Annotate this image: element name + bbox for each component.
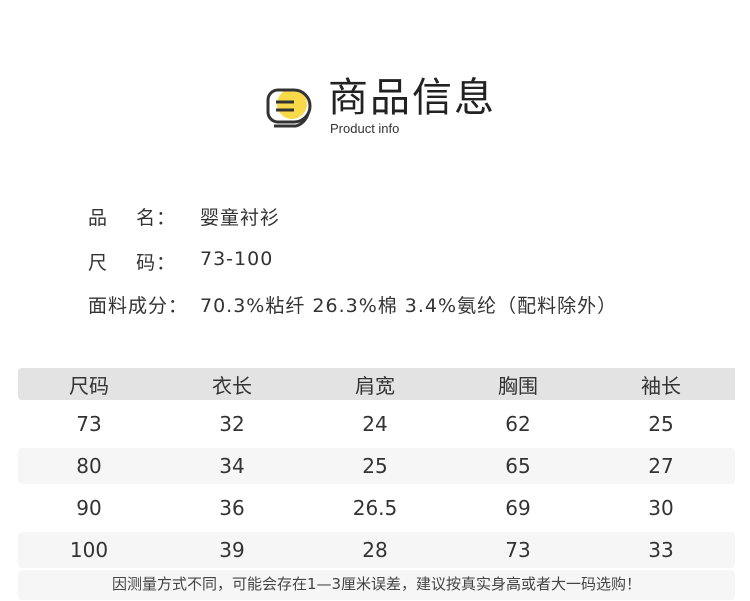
table-cell: 39: [219, 538, 245, 562]
column-header: 肩宽: [355, 373, 395, 398]
column-header: 尺码: [69, 373, 109, 398]
table-cell: 24: [362, 412, 388, 436]
info-value: 70.3%粘纤 26.3%棉 3.4%氨纶（配料除外）: [200, 295, 618, 317]
column-header: 袖长: [641, 373, 681, 398]
table-cell: 33: [648, 538, 674, 562]
table-cell: 34: [219, 454, 245, 478]
info-value: 婴童衬衫: [200, 207, 281, 229]
column-header: 衣长: [212, 373, 252, 398]
table-cell: 25: [648, 412, 674, 436]
table-cell: 65: [505, 454, 531, 478]
table-cell: 30: [648, 496, 674, 520]
table-row: 80 34 25 65 27: [18, 448, 735, 484]
table-cell: 26.5: [352, 496, 398, 520]
table-cell: 73: [76, 412, 102, 436]
table-header: 尺码 衣长 肩宽 胸围 袖长: [18, 368, 735, 400]
table-cell: 80: [76, 454, 102, 478]
info-label: 面料成分：: [88, 295, 189, 317]
table-cell: 100: [69, 538, 109, 562]
info-value: 73-100: [200, 248, 274, 270]
table-row: 100 39 28 73 33: [18, 532, 735, 568]
table-cell: 62: [505, 412, 531, 436]
table-cell: 27: [648, 454, 674, 478]
table-cell: 36: [219, 496, 245, 520]
table-cell: 28: [362, 538, 388, 562]
page-subtitle: Product info: [330, 121, 400, 136]
table-row: 73 32 24 62 25: [18, 400, 735, 448]
table-cell: 32: [219, 412, 245, 436]
info-label: 尺 码：: [88, 252, 177, 274]
measurement-note: 因测量方式不同，可能会存在1—3厘米误差，建议按真实身高或者大一码选购！: [18, 570, 735, 600]
table-cell: 90: [76, 496, 102, 520]
product-info-icon: [266, 88, 312, 128]
page-title: 商品信息: [328, 75, 496, 121]
info-label: 品 名：: [88, 207, 177, 229]
column-header: 胸围: [498, 373, 538, 398]
table-cell: 69: [505, 496, 531, 520]
table-cell: 25: [362, 454, 388, 478]
table-row: 90 36 26.5 69 30: [18, 484, 735, 532]
table-cell: 73: [505, 538, 531, 562]
